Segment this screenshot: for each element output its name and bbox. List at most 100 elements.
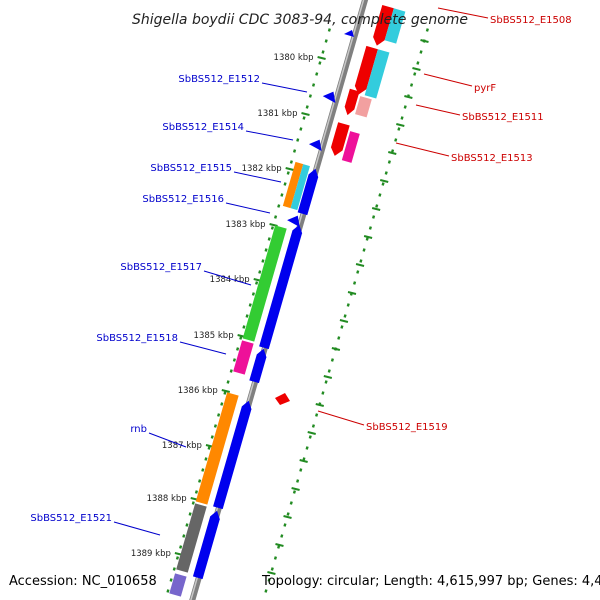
guide-dot xyxy=(210,435,214,439)
guide-dot xyxy=(337,336,341,340)
minor-tick xyxy=(283,515,292,519)
guide-dot xyxy=(236,347,240,351)
guide-dot xyxy=(242,325,246,329)
guide-dot xyxy=(299,127,303,131)
gene-blue-rnb xyxy=(213,400,252,510)
gene-label-left: SbBS512_E1515 xyxy=(150,163,232,174)
minor-tick xyxy=(299,459,308,463)
guide-dot xyxy=(182,534,186,538)
leader-line-left xyxy=(233,171,282,183)
guide-dot xyxy=(413,72,417,76)
minor-tick xyxy=(355,263,365,267)
guide-dot xyxy=(324,380,328,384)
guide-dot xyxy=(375,204,379,208)
scale-tick-label: 1385 kbp xyxy=(194,331,234,341)
guide-dot xyxy=(232,358,236,362)
guide-dot xyxy=(409,83,414,87)
gene-blue-chevron-E1512 xyxy=(322,91,336,103)
gene-label-left: SbBS512_E1516 xyxy=(142,194,224,205)
accession-text: Accession: NC_010658 xyxy=(9,574,157,589)
gene-red-E1519 xyxy=(275,393,290,405)
guide-dot xyxy=(308,435,312,439)
guide-dot xyxy=(362,248,366,252)
gene-orange-E1515 xyxy=(282,161,304,209)
guide-dot xyxy=(277,545,281,549)
guide-dot xyxy=(397,127,401,131)
guide-dot xyxy=(204,457,208,461)
guide-dot xyxy=(213,424,217,428)
guide-dot xyxy=(299,468,303,472)
gene-magenta-E1513 xyxy=(341,131,360,163)
guide-dot xyxy=(327,28,331,32)
minor-tick xyxy=(323,375,333,379)
leader-line-left xyxy=(148,432,187,448)
guide-dot xyxy=(166,589,170,593)
gene-blue-chevron-E1516b xyxy=(287,215,300,227)
guide-dot xyxy=(220,402,224,406)
scale-tick xyxy=(221,389,231,393)
guide-dot xyxy=(191,501,195,505)
leader-line-left xyxy=(245,130,294,141)
gene-blue-E1517 xyxy=(259,224,303,350)
guide-dot xyxy=(425,28,429,32)
guide-dot xyxy=(340,325,344,329)
guide-dot xyxy=(172,567,176,571)
guide-dot xyxy=(384,171,388,175)
gene-violet xyxy=(169,573,187,597)
scale-tick-label: 1388 kbp xyxy=(147,494,187,504)
leader-line-right xyxy=(437,7,489,19)
gene-label-right: SbBS512_E1519 xyxy=(366,422,448,433)
gene-red-E1513 xyxy=(330,122,350,156)
guide-dot xyxy=(188,512,192,516)
scale-tick-label: 1387 kbp xyxy=(162,441,202,451)
guide-dot xyxy=(343,314,347,318)
minor-tick xyxy=(331,347,341,351)
scale-tick-label: 1386 kbp xyxy=(178,386,218,396)
gene-cyan-E1515 xyxy=(290,164,310,211)
guide-dot xyxy=(248,303,252,307)
guide-dot xyxy=(264,248,268,252)
map-title: Shigella boydii CDC 3083-94, complete ge… xyxy=(132,12,468,28)
guide-dot xyxy=(264,589,268,593)
scale-tick xyxy=(285,167,294,171)
guide-dot xyxy=(311,424,315,428)
gene-magenta-E1518 xyxy=(233,340,254,375)
guide-dot xyxy=(223,391,227,395)
gene-label-right: SbBS512_E1513 xyxy=(451,153,533,164)
guide-dot xyxy=(327,369,331,373)
guide-dot xyxy=(267,578,271,582)
guide-dot xyxy=(365,237,369,241)
guide-dot xyxy=(400,116,404,120)
guide-dot xyxy=(321,391,325,395)
scale-tick-label: 1383 kbp xyxy=(225,220,265,230)
guide-dot xyxy=(201,468,205,472)
leader-line-right xyxy=(395,142,450,157)
minor-tick xyxy=(379,179,389,183)
guide-dot xyxy=(194,490,199,494)
scale-ticks: 1380 kbp 1381 kbp 1382 kbp 1383 kbp 1384 kbp… xyxy=(131,39,429,575)
guide-dot xyxy=(403,105,407,109)
guide-dot xyxy=(305,105,309,109)
guide-dot xyxy=(346,303,350,307)
guide-dot xyxy=(371,215,376,219)
scale-tick-label: 1380 kbp xyxy=(274,53,314,63)
gene-blue-chevron-top xyxy=(344,30,354,37)
scale-tick-label: 1382 kbp xyxy=(242,164,282,174)
minor-tick xyxy=(404,95,413,99)
minor-tick xyxy=(347,291,357,295)
guide-dot xyxy=(381,182,385,186)
dotted-guide-lines xyxy=(166,28,429,593)
leader-line-right xyxy=(317,410,365,426)
guide-dot xyxy=(353,281,357,285)
leader-line-left xyxy=(203,270,252,286)
guide-dot xyxy=(280,193,284,197)
leader-line-right xyxy=(423,73,473,87)
scale-tick-label: 1381 kbp xyxy=(257,109,297,119)
minor-tick xyxy=(315,403,325,407)
gene-red-E1508 xyxy=(373,4,394,46)
guide-dot xyxy=(286,512,290,516)
guide-dot xyxy=(378,193,382,197)
gene-label-right: SbBS512_E1511 xyxy=(462,112,544,123)
guide-dot xyxy=(289,160,293,164)
